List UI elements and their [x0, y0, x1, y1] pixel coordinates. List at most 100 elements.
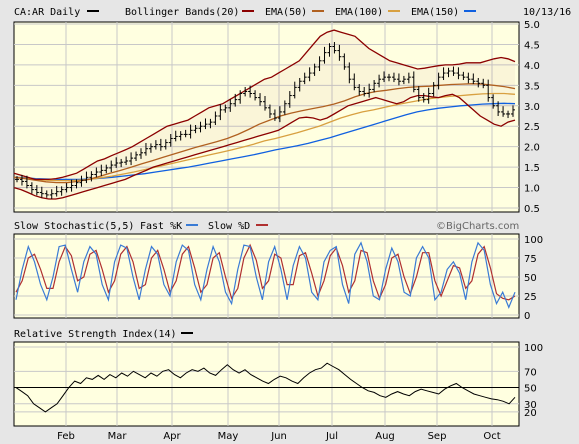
- price-bar: [119, 158, 124, 168]
- price-tick-label: 4.5: [524, 40, 540, 51]
- slow-d-line: [15, 243, 516, 301]
- stochastic-panel: 0 25 50 75 100: [13, 233, 543, 322]
- price-bar: [461, 71, 466, 81]
- price-bar: [148, 143, 153, 153]
- price-bar: [44, 190, 49, 198]
- price-bar: [382, 71, 387, 83]
- price-bar: [69, 179, 74, 192]
- price-y-axis: 0.5 1.0 1.5 2.0 2.5 3.0 3.5 4.0 4.5 5.0: [524, 20, 540, 215]
- price-bar: [143, 142, 148, 156]
- ema50-label: EMA(50): [265, 7, 307, 18]
- ema150-label: EMA(150): [411, 7, 459, 18]
- stochastic-legend: Slow Stochastic(5,5) Fast %K Slow %D ©Bi…: [14, 221, 519, 232]
- price-bar: [19, 174, 24, 186]
- price-bar: [471, 73, 476, 85]
- watermark: ©BigCharts.com: [436, 221, 519, 232]
- price-bar: [391, 72, 396, 83]
- price-tick-label: 5.0: [524, 20, 540, 31]
- price-bar: [15, 176, 19, 183]
- price-bar: [188, 124, 193, 139]
- stochastic-tick-label: 75: [524, 254, 537, 265]
- price-bar: [79, 175, 84, 187]
- price-bar: [267, 104, 272, 119]
- chart-legend: CA:AR Daily Bollinger Bands(20) EMA(50) …: [14, 7, 571, 18]
- price-bar: [441, 67, 446, 81]
- price-bar: [491, 94, 496, 109]
- price-bar: [292, 81, 297, 99]
- price-bar: [416, 86, 421, 102]
- x-tick-label: Jun: [270, 431, 287, 442]
- price-bar: [34, 185, 39, 196]
- price-bar: [89, 171, 94, 182]
- rsi-tick-label: 20: [524, 408, 537, 419]
- price-bar: [218, 104, 223, 121]
- price-bar: [238, 90, 243, 104]
- price-panel-bg: [13, 21, 520, 213]
- price-bar: [248, 85, 253, 98]
- price-bar: [24, 175, 29, 189]
- price-bar: [54, 185, 59, 197]
- price-bar: [228, 99, 233, 112]
- bollinger-label: Bollinger Bands(20): [125, 7, 239, 18]
- price-bar: [352, 73, 357, 91]
- rsi-tick-label: 70: [524, 367, 537, 378]
- x-tick-label: Feb: [57, 431, 75, 442]
- stochastic-tick-label: 25: [524, 292, 537, 303]
- price-bar: [486, 79, 491, 102]
- rsi-legend: Relative Strength Index(14): [14, 329, 193, 340]
- price-bar: [347, 62, 352, 84]
- bollinger-upper-line: [13, 29, 516, 181]
- price-bar: [372, 80, 377, 93]
- price-bar: [233, 93, 238, 107]
- price-tick-label: 1.0: [524, 184, 540, 195]
- price-bar: [481, 78, 486, 89]
- price-ohlc-bars: [15, 41, 515, 200]
- price-bar: [277, 106, 282, 123]
- price-tick-label: 3.5: [524, 81, 540, 92]
- price-tick-label: 2.5: [524, 122, 540, 133]
- price-bar: [183, 129, 188, 138]
- price-bar: [94, 167, 99, 178]
- price-bar: [476, 77, 481, 88]
- price-bar: [263, 95, 267, 111]
- rsi-panel-bg: [13, 341, 520, 427]
- x-tick-label: Jul: [325, 431, 338, 442]
- price-bar: [327, 43, 332, 57]
- price-bar: [104, 164, 109, 174]
- price-bar: [446, 67, 451, 78]
- price-bar: [406, 72, 411, 84]
- price-bar: [258, 93, 263, 106]
- price-bar: [436, 72, 441, 90]
- price-bar: [287, 91, 292, 108]
- x-tick-label: Sep: [428, 431, 447, 442]
- ema50-line: [13, 83, 516, 184]
- price-bar: [451, 66, 456, 76]
- price-bar: [501, 106, 506, 117]
- price-bar: [342, 53, 347, 70]
- price-bar: [208, 118, 213, 129]
- price-panel: 0.5 1.0 1.5 2.0 2.5 3.0 3.5 4.0 4.5 5.0: [13, 20, 540, 215]
- price-bar: [64, 183, 69, 193]
- price-bar: [362, 86, 367, 97]
- price-bar: [367, 83, 372, 98]
- price-bar: [203, 118, 208, 130]
- bollinger-lower-line: [13, 93, 516, 200]
- fast-k-label: Fast %K: [140, 221, 182, 232]
- slow-d-label: Slow %D: [208, 221, 250, 232]
- price-tick-label: 3.0: [524, 102, 540, 113]
- price-bar: [312, 63, 317, 76]
- price-bar: [124, 156, 129, 166]
- fast-k-line: [15, 241, 516, 309]
- price-bar: [158, 138, 163, 151]
- x-tick-label: Aug: [375, 431, 395, 442]
- price-bar: [496, 101, 501, 116]
- price-bar: [139, 148, 143, 159]
- rsi-tick-label: 50: [524, 384, 537, 395]
- stochastic-y-axis: 0 25 50 75 100: [524, 235, 543, 322]
- price-tick-label: 0.5: [524, 204, 540, 215]
- price-bar: [223, 104, 228, 113]
- price-bar: [129, 152, 134, 166]
- rsi-title: Relative Strength Index(14): [14, 329, 177, 340]
